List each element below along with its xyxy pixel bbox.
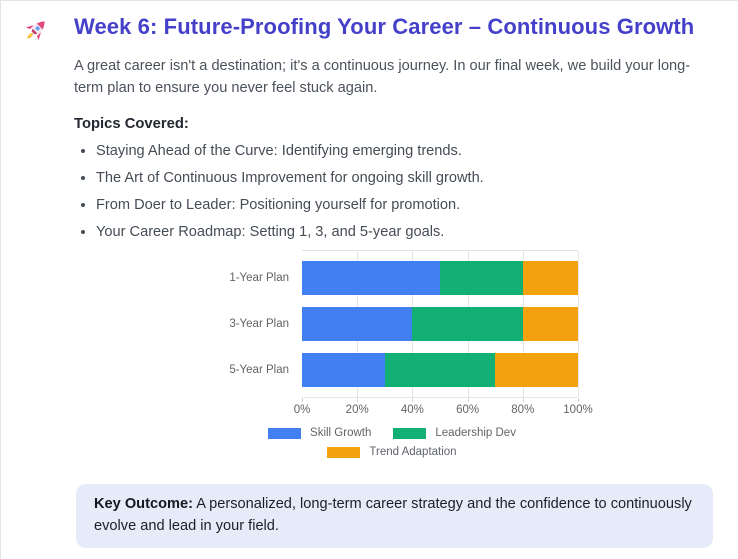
page-title: Week 6: Future-Proofing Your Career – Co…	[74, 14, 695, 39]
chart-row-5-year-plan: 5-Year Plan	[206, 347, 578, 393]
chart-legend: Skill Growth Leadership Dev Trend Adaptati…	[206, 427, 578, 458]
bar-segment-leadership-dev	[384, 353, 496, 387]
topics-heading: Topics Covered:	[74, 116, 189, 132]
topic-item: From Doer to Leader: Positioning yoursel…	[96, 196, 738, 214]
legend-swatch-trend-adaptation	[327, 446, 361, 458]
page-header: Week 6: Future-Proofing Your Career – Co…	[1, 1, 738, 46]
x-tick-label: 80%	[511, 404, 535, 416]
x-tick-mark	[412, 398, 414, 402]
bar-segment-trend-adaptation	[495, 353, 578, 387]
bar-segment-skill-growth	[302, 307, 413, 341]
x-tick-label: 40%	[400, 404, 424, 416]
intro-paragraph: A great career isn't a destination; it's…	[74, 58, 691, 96]
bar-segment-skill-growth	[302, 261, 440, 295]
legend-swatch-skill-growth	[268, 427, 302, 439]
chart-x-axis: 0% 20% 40% 60% 80% 100%	[294, 398, 593, 420]
bar-segment-leadership-dev	[412, 307, 523, 341]
legend-item-leadership-dev: Leadership Dev	[393, 427, 516, 439]
x-tick-label: 100%	[563, 404, 593, 416]
legend-swatch-leadership-dev	[393, 427, 427, 439]
legend-item-skill-growth: Skill Growth	[268, 427, 371, 439]
x-tick-label: 0%	[293, 404, 311, 416]
x-tick-mark	[357, 398, 359, 402]
bar-segment-skill-growth	[302, 353, 385, 387]
key-outcome-label: Key Outcome:	[94, 496, 193, 512]
y-axis-label: 5-Year Plan	[229, 364, 289, 376]
chart-row-3-year-plan: 3-Year Plan	[206, 301, 578, 347]
x-tick-mark	[522, 398, 524, 402]
bar-segment-leadership-dev	[440, 261, 523, 295]
key-outcome-callout: Key Outcome: A personalized, long-term c…	[76, 484, 713, 548]
topic-item: Staying Ahead of the Curve: Identifying …	[96, 142, 738, 160]
chart-rows: 1-Year Plan 3-Year Plan 5-Year Plan	[206, 255, 578, 393]
x-tick-label: 60%	[456, 404, 480, 416]
legend-label: Skill Growth	[310, 427, 372, 439]
x-tick-mark	[578, 398, 579, 402]
gridline-100	[578, 251, 579, 397]
legend-label: Leadership Dev	[435, 427, 516, 439]
x-tick-label: 20%	[345, 404, 369, 416]
bar-track	[302, 307, 578, 341]
x-tick-mark	[467, 398, 469, 402]
chart-plot-area: 1-Year Plan 3-Year Plan 5-Year Plan	[206, 250, 579, 398]
x-tick-mark	[302, 398, 303, 402]
topics-list: Staying Ahead of the Curve: Identifying …	[74, 142, 738, 241]
legend-item-trend-adaptation: Trend Adaptation	[327, 446, 457, 458]
y-axis-label: 1-Year Plan	[229, 272, 289, 284]
bar-segment-trend-adaptation	[522, 261, 578, 295]
topic-item: The Art of Continuous Improvement for on…	[96, 169, 738, 187]
legend-label: Trend Adaptation	[369, 446, 457, 458]
bar-track	[302, 353, 578, 387]
topic-item: Your Career Roadmap: Setting 1, 3, and 5…	[96, 223, 738, 241]
bar-track	[302, 261, 578, 295]
y-axis-label: 3-Year Plan	[229, 318, 289, 330]
career-roadmap-chart: 1-Year Plan 3-Year Plan 5-Year Plan 0% 20% 4…	[206, 250, 593, 458]
rocket-icon	[26, 21, 45, 41]
chart-row-1-year-plan: 1-Year Plan	[206, 255, 578, 301]
key-outcome-text: A personalized, long-term career strateg…	[94, 496, 692, 534]
bar-segment-trend-adaptation	[522, 307, 578, 341]
